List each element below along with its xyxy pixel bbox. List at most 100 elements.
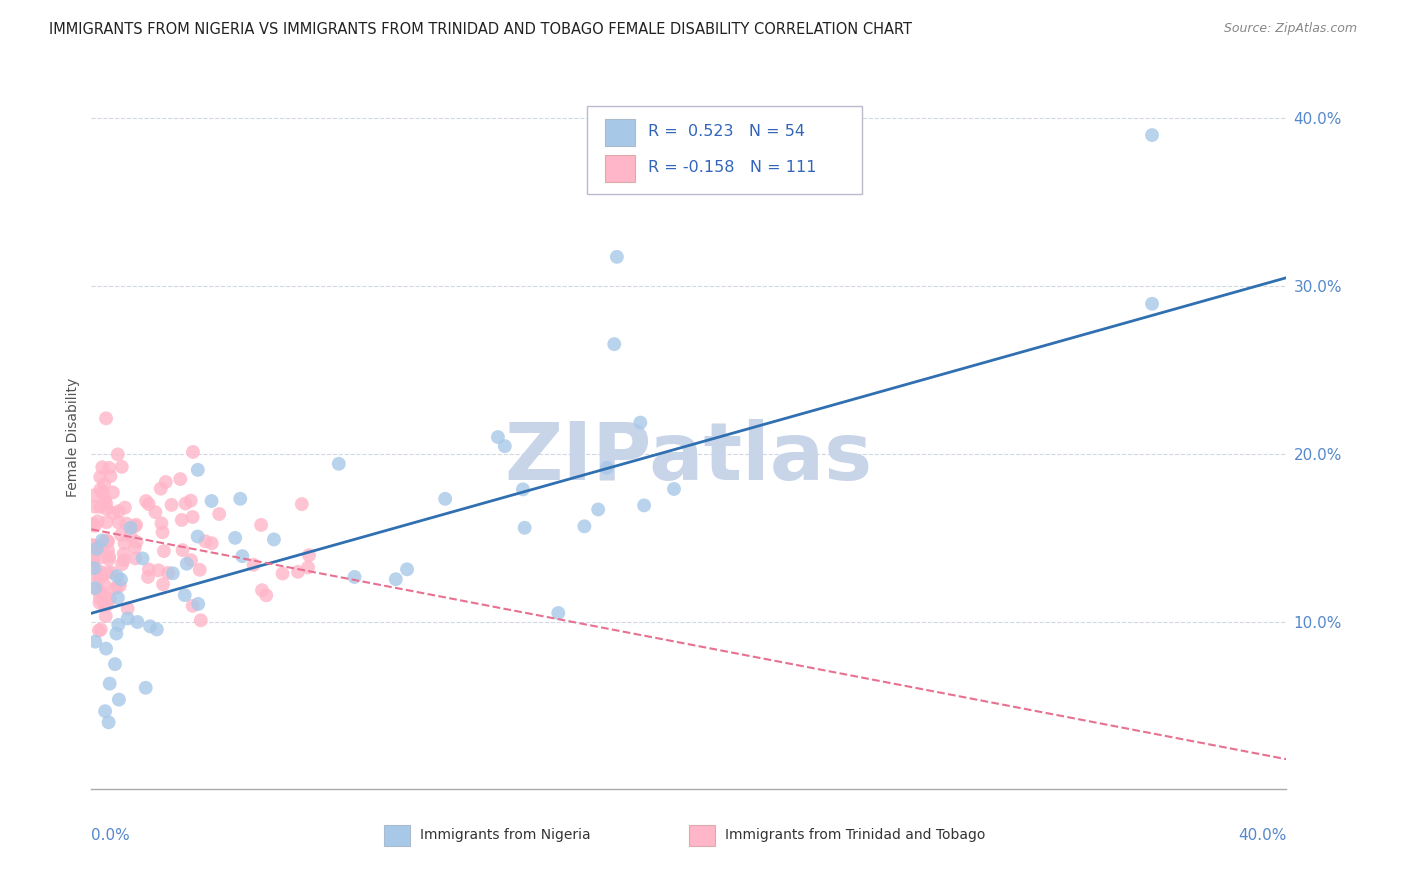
Point bbox=[96, 515, 118, 529]
Point bbox=[108, 692, 131, 706]
Point bbox=[114, 536, 136, 550]
Point bbox=[229, 491, 252, 506]
Point bbox=[83, 488, 105, 502]
Point bbox=[107, 516, 129, 530]
Point bbox=[120, 529, 142, 543]
Point bbox=[146, 623, 169, 637]
Point bbox=[111, 557, 134, 571]
Point bbox=[84, 581, 107, 595]
Point bbox=[194, 534, 217, 549]
Point bbox=[127, 615, 149, 629]
Point bbox=[200, 494, 222, 508]
Point bbox=[82, 516, 104, 531]
Point bbox=[83, 549, 105, 563]
Point bbox=[124, 551, 146, 566]
FancyBboxPatch shape bbox=[588, 106, 862, 194]
Point bbox=[104, 657, 127, 672]
Point bbox=[120, 521, 142, 535]
Point bbox=[91, 460, 114, 475]
Point bbox=[162, 566, 184, 581]
Point bbox=[486, 430, 509, 444]
Point bbox=[512, 483, 534, 497]
Point bbox=[97, 715, 120, 730]
Point bbox=[96, 598, 118, 612]
Point bbox=[138, 497, 160, 511]
Point bbox=[547, 606, 569, 620]
Text: R =  0.523   N = 54: R = 0.523 N = 54 bbox=[648, 125, 806, 139]
Point bbox=[117, 601, 139, 615]
Point bbox=[112, 547, 135, 561]
Point bbox=[94, 641, 117, 656]
Point bbox=[98, 676, 121, 690]
Point bbox=[263, 533, 285, 547]
Point bbox=[98, 461, 121, 475]
Point bbox=[86, 582, 108, 597]
Point bbox=[105, 569, 128, 583]
Point bbox=[111, 459, 134, 474]
Point bbox=[181, 599, 204, 613]
Point bbox=[231, 549, 253, 563]
Text: Source: ZipAtlas.com: Source: ZipAtlas.com bbox=[1223, 22, 1357, 36]
Point bbox=[87, 574, 110, 589]
Point bbox=[169, 472, 191, 486]
Point bbox=[172, 543, 194, 558]
Point bbox=[96, 534, 118, 549]
Point bbox=[86, 541, 108, 556]
Point bbox=[136, 570, 159, 584]
Point bbox=[91, 568, 114, 582]
Point bbox=[201, 536, 224, 550]
Point bbox=[104, 582, 127, 596]
Point bbox=[628, 416, 651, 430]
Point bbox=[385, 572, 408, 586]
Point bbox=[187, 529, 209, 543]
Point bbox=[117, 611, 139, 625]
Point bbox=[93, 597, 115, 611]
Point bbox=[108, 504, 131, 518]
Point bbox=[110, 528, 132, 542]
Point bbox=[494, 439, 516, 453]
Point bbox=[124, 519, 146, 533]
Point bbox=[1140, 128, 1163, 142]
Bar bbox=[689, 824, 716, 846]
Point bbox=[87, 564, 110, 578]
Point bbox=[94, 411, 117, 425]
Point bbox=[224, 531, 246, 545]
Point bbox=[187, 597, 209, 611]
Point bbox=[107, 618, 129, 632]
Point bbox=[328, 457, 350, 471]
Point bbox=[181, 445, 204, 459]
Point bbox=[100, 469, 122, 483]
Point bbox=[396, 562, 419, 576]
Point bbox=[91, 485, 114, 500]
Text: 0.0%: 0.0% bbox=[91, 828, 131, 843]
Text: ZIPatlas: ZIPatlas bbox=[505, 419, 873, 497]
Point bbox=[135, 681, 157, 695]
Point bbox=[434, 491, 457, 506]
Point bbox=[152, 525, 174, 540]
Point bbox=[94, 609, 117, 624]
Point bbox=[254, 588, 277, 602]
Point bbox=[138, 562, 160, 576]
Point bbox=[297, 560, 319, 574]
Bar bbox=[605, 155, 636, 182]
Y-axis label: Female Disability: Female Disability bbox=[66, 377, 80, 497]
Point bbox=[148, 563, 170, 577]
Point bbox=[150, 516, 173, 531]
Text: IMMIGRANTS FROM NIGERIA VS IMMIGRANTS FROM TRINIDAD AND TOBAGO FEMALE DISABILITY: IMMIGRANTS FROM NIGERIA VS IMMIGRANTS FR… bbox=[49, 22, 912, 37]
Point bbox=[89, 596, 111, 610]
Point bbox=[145, 505, 167, 519]
Point bbox=[90, 623, 112, 637]
Point bbox=[115, 516, 138, 531]
Point bbox=[98, 591, 121, 606]
Point bbox=[87, 624, 110, 638]
Point bbox=[98, 549, 121, 564]
Point bbox=[208, 507, 231, 521]
Point bbox=[176, 557, 198, 571]
Point bbox=[603, 337, 626, 351]
Point bbox=[574, 519, 596, 533]
Point bbox=[180, 493, 202, 508]
Point bbox=[155, 475, 177, 489]
Point bbox=[160, 498, 183, 512]
Text: 40.0%: 40.0% bbox=[1239, 828, 1286, 843]
Point bbox=[188, 563, 211, 577]
